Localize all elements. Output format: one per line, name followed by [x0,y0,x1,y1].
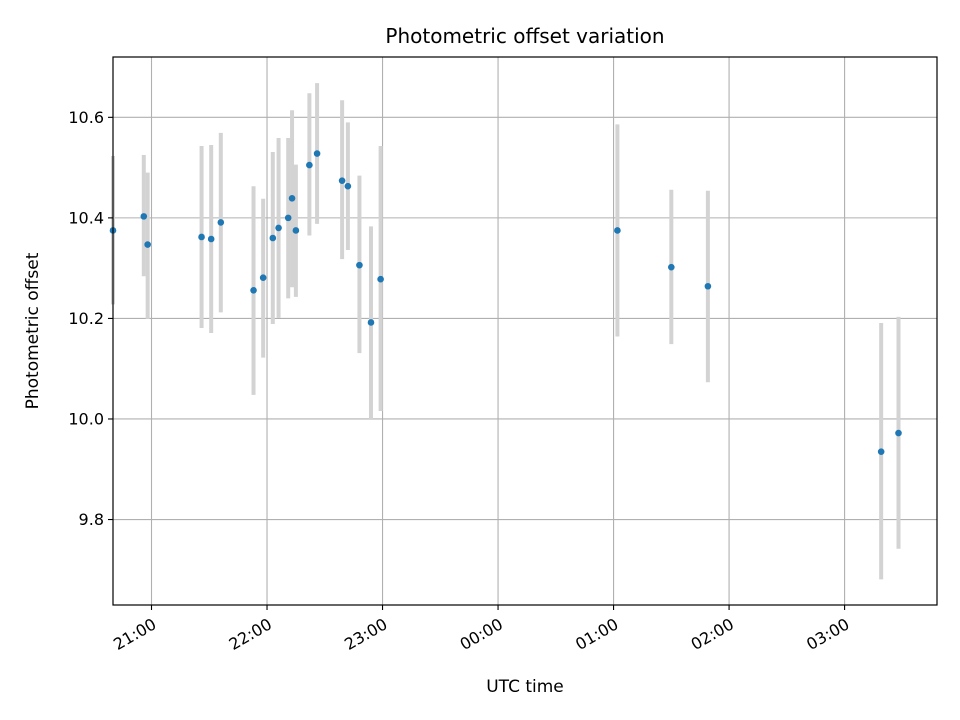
y-tick-label: 10.6 [68,108,104,127]
data-point [292,227,300,234]
data-point [259,274,267,282]
data-point [367,319,375,326]
data-point [877,448,885,455]
data-point [144,241,151,248]
data-point [614,227,621,234]
y-axis-ticks: 9.8 10.0 10.2 10.4 10.6 [68,108,113,529]
data-point [338,177,346,184]
data-point [275,224,282,232]
y-tick-label: 9.8 [79,510,104,529]
data-point [250,286,257,294]
data-point [306,161,313,169]
data-point [895,429,902,437]
data-point [356,261,363,269]
data-points [109,150,902,455]
y-axis-label: Photometric offset [23,252,43,409]
data-point [668,263,675,271]
data-point [207,235,215,243]
y-tick-label: 10.0 [68,409,104,428]
data-point [377,275,384,283]
data-point [704,282,712,290]
data-point [284,214,292,222]
y-tick-label: 10.2 [68,309,104,328]
chart-title: Photometric offset variation [385,24,664,48]
data-point [344,182,352,190]
data-point [313,150,321,157]
data-point [288,194,296,202]
data-point [217,219,225,226]
plot-area-frame [112,56,938,606]
data-point [269,234,277,242]
data-point [198,233,205,241]
data-point [140,213,148,220]
y-tick-label: 10.4 [68,208,104,227]
x-axis-label: UTC time [486,677,564,697]
